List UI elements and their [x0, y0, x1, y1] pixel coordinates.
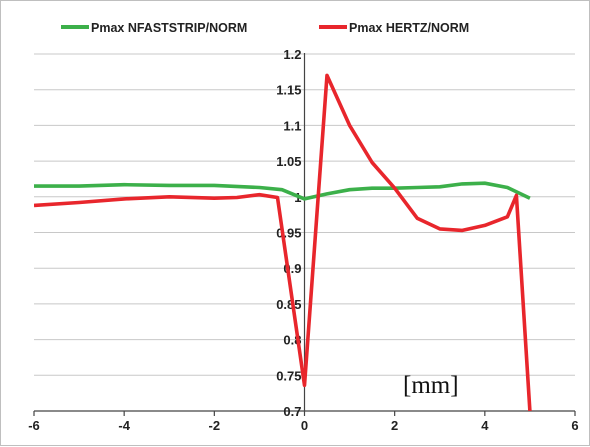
y-tick-label: 1.15 [276, 83, 301, 98]
x-tick-label: 0 [301, 418, 308, 433]
y-tick-label: 1.2 [283, 47, 301, 62]
y-tick-label: 0.7 [283, 404, 301, 419]
y-tick-label: 0.95 [276, 226, 301, 241]
axes [33, 53, 576, 416]
y-tick-label: 1.05 [276, 154, 301, 169]
x-tick-label: -2 [209, 418, 221, 433]
legend-label: Pmax HERTZ/NORM [349, 21, 469, 35]
series-line [34, 73, 532, 411]
x-tick-label: 4 [481, 418, 489, 433]
x-tick-labels: -6 -4 -2 0 2 4 6 [28, 418, 578, 433]
series-line [34, 181, 531, 201]
x-tick-label: 6 [571, 418, 578, 433]
legend-label: Pmax NFASTSTRIP/NORM [91, 21, 247, 35]
x-tick-label: 2 [391, 418, 398, 433]
unit-annotation: [mm] [403, 372, 459, 399]
y-tick-label: 1.1 [283, 118, 301, 133]
x-tick-label: -4 [118, 418, 130, 433]
legend: Pmax NFASTSTRIP/NORM Pmax HERTZ/NORM [61, 21, 469, 35]
y-tick-label: 0.85 [276, 297, 301, 312]
x-tick-label: -6 [28, 418, 40, 433]
series-lines [34, 73, 532, 411]
y-tick-label: 0.75 [276, 368, 301, 383]
